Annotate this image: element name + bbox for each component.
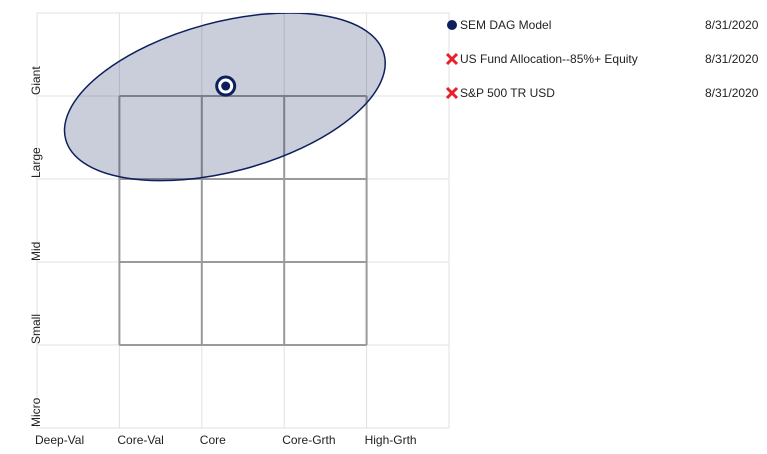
x-tick-label: Core-Grth [282,433,335,447]
point [221,81,231,91]
plot-area [63,13,386,182]
y-tick-label: Micro [29,397,43,427]
legend-marker [445,52,459,66]
x-tick-label: Core-Val [117,433,163,447]
y-tick-label: Small [29,314,43,344]
legend-marker [447,20,457,30]
legend-label: US Fund Allocation--85%+ Equity [460,52,638,66]
y-tick-label: Mid [29,242,43,261]
ownership-zone [63,13,386,182]
y-tick-label: Large [29,147,43,178]
x-tick-label: Deep-Val [35,433,84,447]
x-tick-label: High-Grth [365,433,417,447]
legend-label: SEM DAG Model [460,18,551,32]
legend-date: 8/31/2020 [705,86,759,100]
legend-date: 8/31/2020 [705,18,759,32]
y-tick-label: Giant [29,66,43,95]
legend-marker [445,86,459,100]
x-tick-label: Core [200,433,226,447]
legend-label: S&P 500 TR USD [460,86,555,100]
legend-date: 8/31/2020 [705,52,759,66]
